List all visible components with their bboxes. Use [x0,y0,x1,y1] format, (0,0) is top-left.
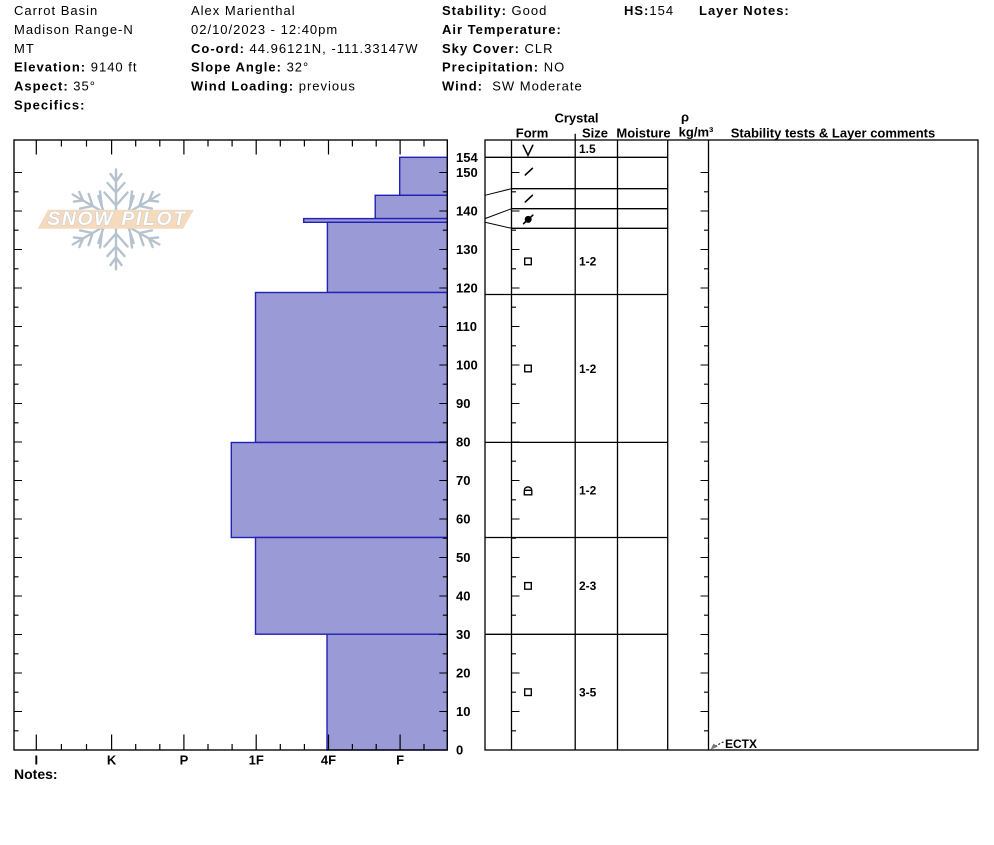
svg-text:20: 20 [456,666,470,681]
svg-text:Stability: Good: Stability: Good [442,3,547,18]
svg-text:30: 30 [456,627,470,642]
svg-text:10: 10 [456,704,470,719]
svg-text:150: 150 [456,165,478,180]
svg-text:Notes:: Notes: [14,766,58,782]
svg-text:100: 100 [456,358,478,373]
svg-text:1F: 1F [249,752,264,767]
svg-text:Slope Angle: 32°: Slope Angle: 32° [191,60,309,75]
svg-text:Sky Cover: CLR: Sky Cover: CLR [442,41,554,56]
svg-text:Madison Range-N: Madison Range-N [14,22,134,37]
svg-text:140: 140 [456,204,478,219]
svg-text:110: 110 [456,319,477,334]
svg-text:HS:154: HS:154 [624,3,674,18]
svg-text:Specifics:: Specifics: [14,97,85,112]
svg-text:Wind Loading: previous: Wind Loading: previous [191,79,356,94]
svg-text:Crystal: Crystal [554,110,598,125]
svg-text:Carrot Basin: Carrot Basin [14,3,98,18]
svg-text:Aspect: 35°: Aspect: 35° [14,79,96,94]
svg-text:kg/m³: kg/m³ [679,125,714,140]
svg-text:F: F [396,752,404,767]
svg-text:ρ: ρ [681,109,689,124]
svg-text:I: I [34,752,38,767]
svg-text:3-5: 3-5 [579,686,597,700]
svg-text:154: 154 [456,150,478,165]
svg-text:60: 60 [456,512,470,527]
svg-text:40: 40 [456,589,470,604]
svg-text:4F: 4F [321,752,336,767]
svg-text:Form: Form [516,126,549,141]
svg-text:MT: MT [14,41,35,56]
svg-text:0: 0 [456,743,463,758]
svg-text:Air Temperature:: Air Temperature: [442,22,562,37]
svg-text:K: K [107,752,117,767]
svg-text:P: P [180,752,189,767]
svg-text:Moisture: Moisture [616,126,670,141]
svg-text:SNOW PILOT: SNOW PILOT [47,208,187,230]
svg-text:2-3: 2-3 [579,579,597,593]
svg-text:ECTX: ECTX [725,737,757,751]
svg-text:70: 70 [456,473,470,488]
svg-text:130: 130 [456,242,478,257]
svg-text:Alex Marienthal: Alex Marienthal [191,3,296,18]
svg-text:02/10/2023 - 12:40pm: 02/10/2023 - 12:40pm [191,22,338,37]
svg-text:80: 80 [456,435,470,450]
svg-text:Co-ord: 44.96121N, -111.33147W: Co-ord: 44.96121N, -111.33147W [191,41,419,56]
svg-text:1-2: 1-2 [579,483,597,497]
svg-text:Size: Size [582,126,608,141]
svg-text:Precipitation: NO: Precipitation: NO [442,60,565,75]
svg-text:Layer Notes:: Layer Notes: [699,3,790,18]
svg-text:120: 120 [456,281,478,296]
svg-text:Wind: SW Moderate: Wind: SW Moderate [442,79,583,94]
svg-text:1.5: 1.5 [579,142,596,156]
svg-text:1-2: 1-2 [579,255,597,269]
svg-text:Elevation: 9140 ft: Elevation: 9140 ft [14,60,138,75]
svg-text:90: 90 [456,396,470,411]
svg-text:50: 50 [456,550,470,565]
svg-text:Stability tests & Layer commen: Stability tests & Layer comments [731,126,935,141]
svg-text:1-2: 1-2 [579,362,597,376]
